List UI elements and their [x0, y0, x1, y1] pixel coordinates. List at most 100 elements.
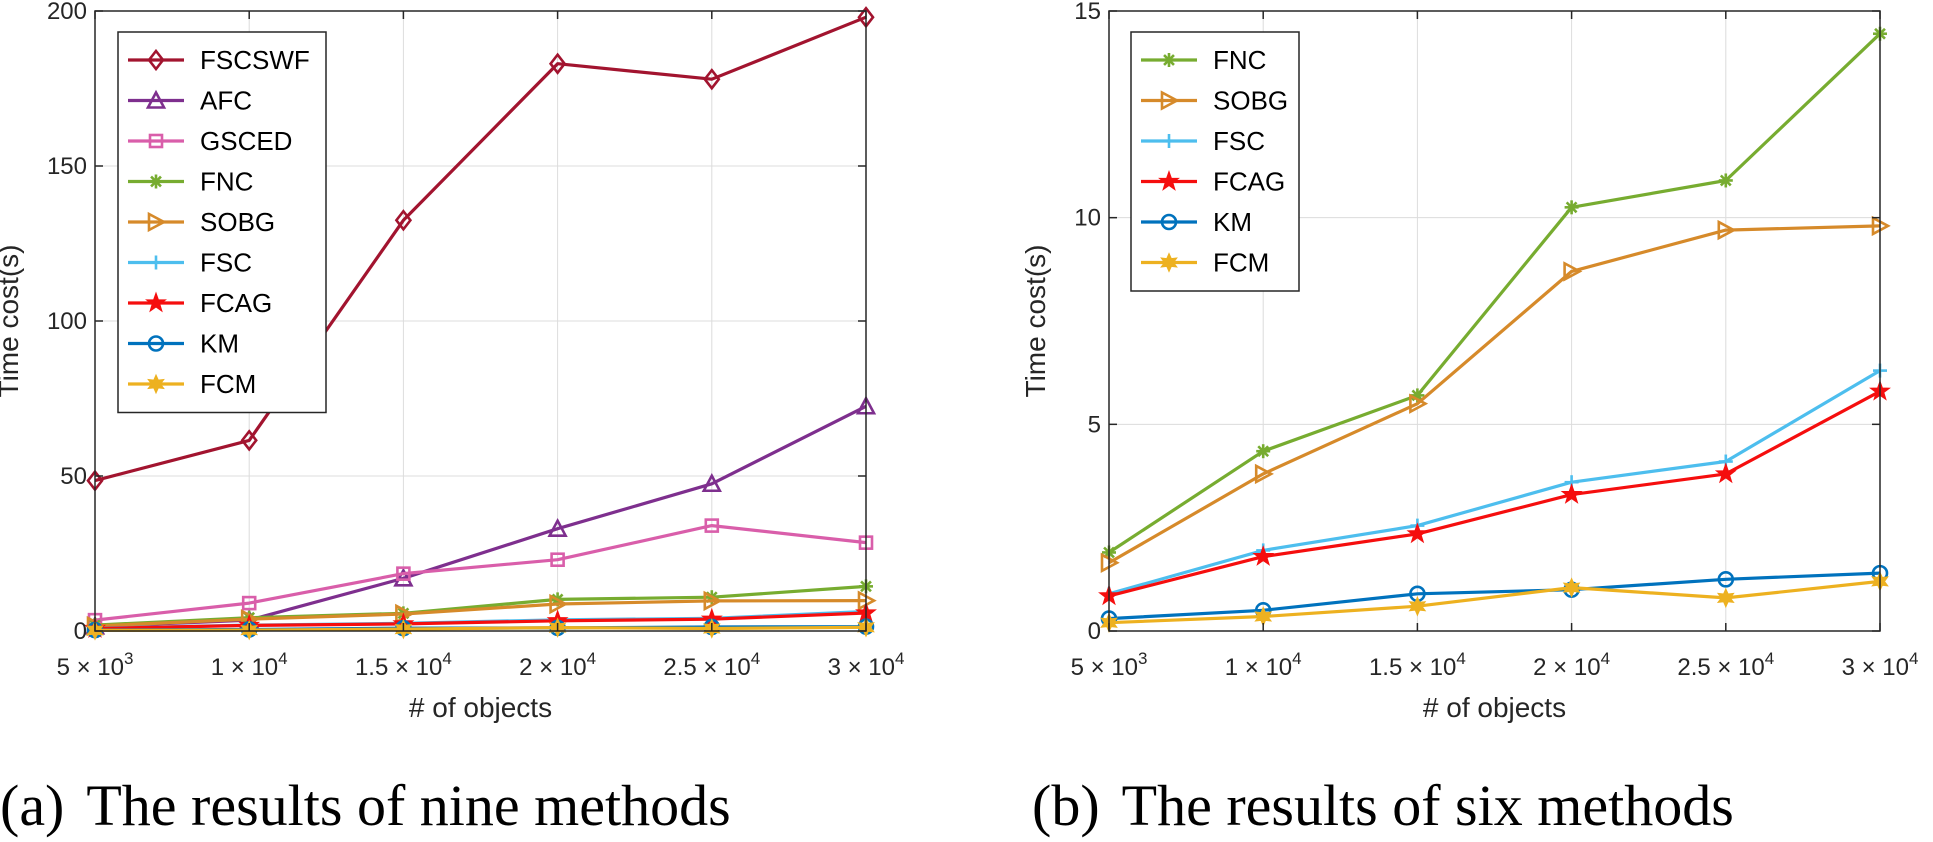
legend-marker	[145, 291, 167, 313]
data-point-gsced	[704, 518, 720, 533]
legend-item: FSC	[1141, 126, 1265, 156]
series-line-sobg	[94, 598, 867, 628]
data-point-fcag	[1406, 522, 1429, 544]
legend-label: AFC	[200, 86, 252, 116]
series-line-fcm	[1108, 579, 1881, 625]
data-point-gsced	[550, 552, 565, 568]
data-point-fnc	[1718, 173, 1733, 188]
series-line-fscswf	[94, 15, 867, 483]
legend-item: FNC	[1141, 45, 1266, 75]
legend-label: FSC	[1213, 126, 1265, 156]
data-point-gsced	[241, 595, 257, 611]
legend-item: SOBG	[1141, 86, 1288, 116]
data-point-fscswf	[240, 429, 258, 452]
data-point-afc	[393, 567, 414, 587]
legend-marker	[148, 133, 164, 149]
legend-marker	[1160, 90, 1180, 111]
data-point-fcag	[1560, 483, 1583, 504]
y-axis-label: Time cost(s)	[1020, 245, 1051, 398]
y-tick-label: 15	[1074, 0, 1101, 25]
y-tick-label: 50	[60, 463, 87, 490]
legend: FSCSWF AFC GSCED FNC SOBG FSC FCAG KM FCM	[117, 31, 327, 414]
legend-item: FCAG	[128, 288, 272, 318]
legend-marker	[145, 89, 167, 109]
y-tick-label: 0	[74, 618, 87, 645]
legend-marker	[1162, 134, 1176, 148]
legend-marker	[1162, 53, 1176, 67]
series-line-km	[1108, 571, 1881, 621]
series-line-fcm	[94, 625, 867, 633]
data-point-sobg	[1563, 261, 1583, 282]
legend-item: KM	[128, 329, 239, 359]
data-point-sobg	[1254, 463, 1274, 485]
legend-label: FSCSWF	[200, 45, 310, 75]
data-point-km	[1717, 571, 1735, 588]
y-tick-label: 0	[1088, 618, 1101, 645]
data-point-fcm	[1408, 595, 1427, 617]
series-line-fcag	[1108, 389, 1881, 598]
legend-item: AFC	[128, 86, 252, 116]
legend-marker	[147, 335, 165, 352]
legend-box	[1130, 31, 1300, 292]
series-line-gsced	[94, 523, 867, 622]
y-tick-label: 5	[1088, 411, 1101, 438]
series-line-sobg	[1108, 224, 1881, 565]
data-point-fcm	[1716, 587, 1735, 609]
legend-marker	[1158, 169, 1180, 191]
data-point-fscswf	[548, 52, 567, 75]
tick-marks	[1108, 10, 1881, 632]
series-line-fsc	[1108, 369, 1881, 596]
legend-item: FCAG	[1141, 167, 1285, 197]
legend-item: FCM	[1141, 248, 1269, 278]
legend-item: FCM	[128, 369, 256, 399]
data-point-afc	[547, 517, 568, 538]
legend-item: KM	[1141, 207, 1252, 237]
data-point-gsced	[396, 566, 411, 581]
y-tick-label: 10	[1074, 205, 1101, 232]
x-tick-label: 2 × 104	[519, 649, 596, 681]
series-line-fcag	[94, 611, 867, 631]
legend-marker	[147, 211, 167, 233]
legend-marker	[1160, 213, 1178, 231]
y-tick-label: 200	[47, 0, 87, 25]
legend: FNC SOBG FSC FCAG KM FCM	[1130, 31, 1300, 292]
chart-panel-b: 0 5 10 15 5 × 103 1 × 104 1.5 × 104 2 × 104 2.5 …	[1020, 0, 1918, 838]
legend-item: GSCED	[128, 126, 292, 156]
data-point-sobg	[703, 590, 723, 612]
legend-label: FSC	[200, 248, 252, 278]
data-point-sobg	[1409, 393, 1429, 414]
x-tick-label: 1.5 × 104	[1369, 649, 1466, 681]
data-point-sobg	[1717, 219, 1737, 241]
data-point-fscswf	[394, 209, 413, 232]
data-point-sobg	[549, 593, 569, 615]
data-point-afc	[701, 472, 722, 493]
y-tick-label: 100	[47, 308, 87, 335]
data-point-fnc	[1256, 444, 1271, 459]
x-axis-label: # of objects	[1423, 692, 1566, 723]
legend-item: FNC	[128, 167, 253, 197]
legend-marker	[147, 48, 165, 72]
legend-label: FCM	[200, 369, 256, 399]
x-tick-label: 1.5 × 104	[355, 649, 452, 681]
axes-frame	[1108, 10, 1881, 632]
x-axis-label: # of objects	[409, 692, 552, 723]
series-sobg	[1100, 215, 1891, 573]
caption: (a) The results of nine methods	[0, 773, 731, 838]
legend-label: SOBG	[1213, 86, 1288, 116]
legend-item: SOBG	[128, 207, 275, 237]
legend-label: FCM	[1213, 248, 1269, 278]
x-tick-label: 1 × 104	[1225, 649, 1302, 681]
x-tick-label: 3 × 104	[1842, 649, 1919, 681]
legend-label: FCAG	[1213, 167, 1285, 197]
series-line-fnc	[1108, 32, 1882, 554]
legend-label: GSCED	[200, 126, 292, 156]
tick-marks	[94, 10, 867, 632]
data-point-fcm	[1562, 577, 1581, 598]
x-tick-label: 2 × 104	[1533, 649, 1610, 681]
x-tick-label: 5 × 103	[57, 649, 134, 681]
y-axis-label: Time cost(s)	[0, 245, 24, 398]
legend-label: FNC	[200, 167, 253, 197]
legend-marker	[149, 174, 163, 189]
x-tick-label: 1 × 104	[211, 649, 288, 681]
x-tick-label: 3 × 104	[828, 649, 905, 681]
